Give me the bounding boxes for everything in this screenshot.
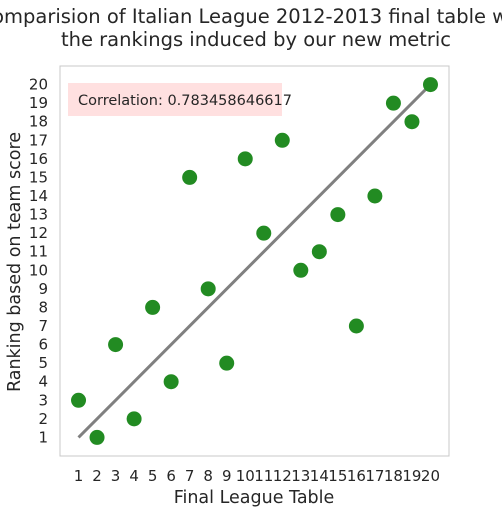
y-tick-label: 10 (29, 261, 48, 279)
x-tick-label: 7 (185, 467, 195, 485)
data-point (219, 355, 235, 371)
data-point (404, 114, 420, 130)
y-tick-label: 19 (29, 94, 48, 112)
data-point (182, 169, 198, 185)
data-point (163, 374, 179, 390)
x-axis-label: Final League Table (174, 488, 335, 508)
data-point (293, 262, 309, 278)
x-axis-ticks: 1 2 3 4 5 6 7 8 9 10 11 12 13 14 15 16 17 18 19 20 (74, 467, 440, 485)
x-tick-label: 9 (222, 467, 232, 485)
chart-title-line-1: Comparision of Italian League 2012-2013 … (0, 5, 502, 28)
x-tick-label: 1 (74, 467, 84, 485)
y-tick-label: 18 (29, 113, 48, 131)
correlation-text: Correlation: 0.783458646617 (78, 93, 292, 109)
x-tick-label: 16 (347, 467, 366, 485)
x-tick-label: 15 (328, 467, 347, 485)
y-tick-label: 6 (38, 336, 48, 354)
data-points (71, 77, 438, 445)
y-tick-label: 16 (29, 150, 48, 168)
data-point (256, 225, 272, 241)
data-point (126, 411, 142, 427)
x-tick-label: 6 (166, 467, 176, 485)
y-axis-label: Ranking based on team score (5, 132, 25, 392)
data-point (237, 151, 253, 167)
y-tick-label: 3 (38, 391, 48, 409)
data-point (274, 132, 290, 148)
y-tick-label: 13 (29, 206, 48, 224)
data-point (330, 207, 346, 223)
x-tick-label: 4 (129, 467, 139, 485)
x-tick-label: 2 (92, 467, 102, 485)
correlation-box (68, 83, 282, 116)
y-tick-label: 14 (29, 187, 48, 205)
y-tick-label: 9 (38, 280, 48, 298)
data-point (348, 318, 364, 334)
data-point (89, 429, 105, 445)
x-tick-label: 11 (254, 467, 273, 485)
data-point (367, 188, 383, 204)
x-tick-label: 13 (291, 467, 310, 485)
y-tick-label: 2 (38, 410, 48, 428)
x-tick-label: 20 (421, 467, 440, 485)
x-tick-label: 5 (148, 467, 158, 485)
y-tick-label: 8 (38, 298, 48, 316)
data-point (385, 95, 401, 111)
x-tick-label: 8 (203, 467, 213, 485)
data-point (200, 281, 216, 297)
x-tick-label: 10 (236, 467, 255, 485)
chart-title-line-2: the rankings induced by our new metric (61, 28, 451, 51)
y-tick-label: 11 (29, 243, 48, 261)
y-tick-label: 7 (38, 317, 48, 335)
y-tick-label: 17 (29, 131, 48, 149)
trend-line (77, 83, 432, 439)
y-tick-label: 5 (38, 354, 48, 372)
data-point (71, 392, 87, 408)
y-tick-label: 15 (29, 168, 48, 186)
data-point (311, 244, 327, 260)
x-tick-label: 19 (402, 467, 421, 485)
x-tick-label: 18 (384, 467, 403, 485)
y-tick-label: 1 (38, 428, 48, 446)
y-tick-label: 4 (38, 373, 48, 391)
data-point (108, 337, 124, 353)
data-point (422, 77, 438, 93)
data-point (145, 299, 161, 315)
x-tick-label: 14 (310, 467, 329, 485)
y-tick-label: 20 (29, 76, 48, 94)
x-tick-label: 12 (273, 467, 292, 485)
x-tick-label: 17 (365, 467, 384, 485)
x-tick-label: 3 (111, 467, 121, 485)
y-tick-label: 12 (29, 224, 48, 242)
